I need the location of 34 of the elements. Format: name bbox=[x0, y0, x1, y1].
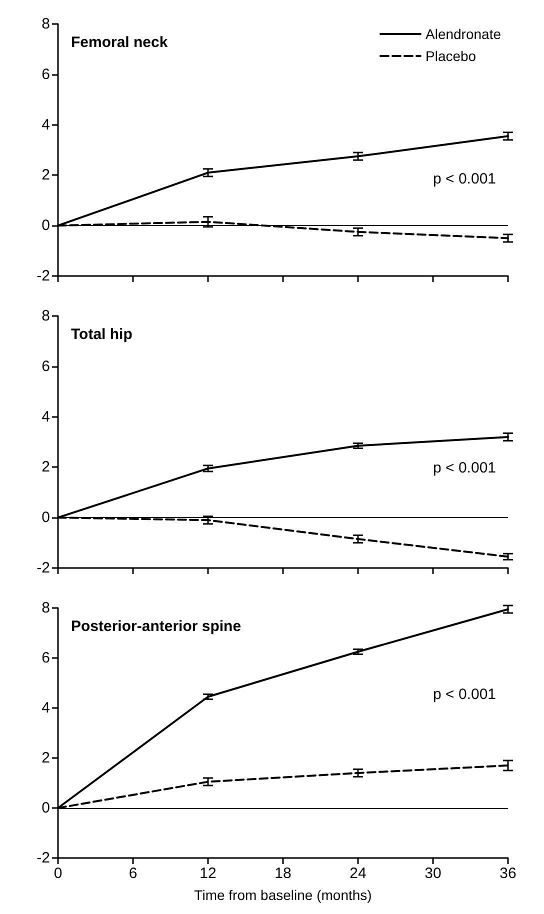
text: Femoral neck bbox=[71, 34, 168, 51]
x-tick-label: 6 bbox=[128, 865, 138, 882]
x-tick-label: 18 bbox=[274, 865, 292, 882]
x-tick-label: 12 bbox=[200, 865, 216, 882]
annotation: p < 0.001 bbox=[433, 686, 496, 703]
x-axis-title: Time from baseline (months) bbox=[194, 887, 372, 903]
y-tick-label: 4 bbox=[42, 408, 50, 426]
x-tick-label: 0 bbox=[54, 865, 62, 882]
annotation: p < 0.001 bbox=[433, 170, 496, 188]
y-tick-label: 6 bbox=[42, 358, 50, 375]
x-tick-label: 36 bbox=[500, 865, 516, 882]
y-tick-label: 6 bbox=[42, 66, 50, 83]
y-tick-label: 2 bbox=[42, 750, 50, 766]
y-tick-label: 8 bbox=[42, 600, 50, 616]
y-tick-label: 0 bbox=[42, 217, 50, 234]
y-tick-label: 2 bbox=[42, 458, 50, 476]
legend-label: Alendronate bbox=[425, 26, 502, 42]
y-tick-label: -2 bbox=[36, 268, 50, 284]
text: Total hip bbox=[71, 326, 132, 343]
y-tick-label: 0 bbox=[42, 800, 50, 816]
y-tick-label: -2 bbox=[36, 850, 50, 866]
y-tick-label: 6 bbox=[42, 650, 50, 666]
y-tick-label: -2 bbox=[36, 560, 50, 576]
text: Posterior-anterior spine bbox=[71, 618, 242, 635]
x-tick-label: 30 bbox=[424, 865, 442, 882]
y-tick-label: 8 bbox=[42, 16, 50, 32]
y-tick-label: 0 bbox=[42, 509, 50, 526]
y-tick-label: 4 bbox=[42, 700, 50, 716]
x-tick-label: 24 bbox=[350, 865, 366, 882]
y-tick-label: 2 bbox=[42, 166, 50, 184]
y-tick-label: 4 bbox=[42, 116, 50, 134]
annotation: p < 0.001 bbox=[433, 460, 496, 477]
legend-label: Placebo bbox=[425, 48, 476, 64]
y-tick-label: 8 bbox=[42, 308, 50, 324]
